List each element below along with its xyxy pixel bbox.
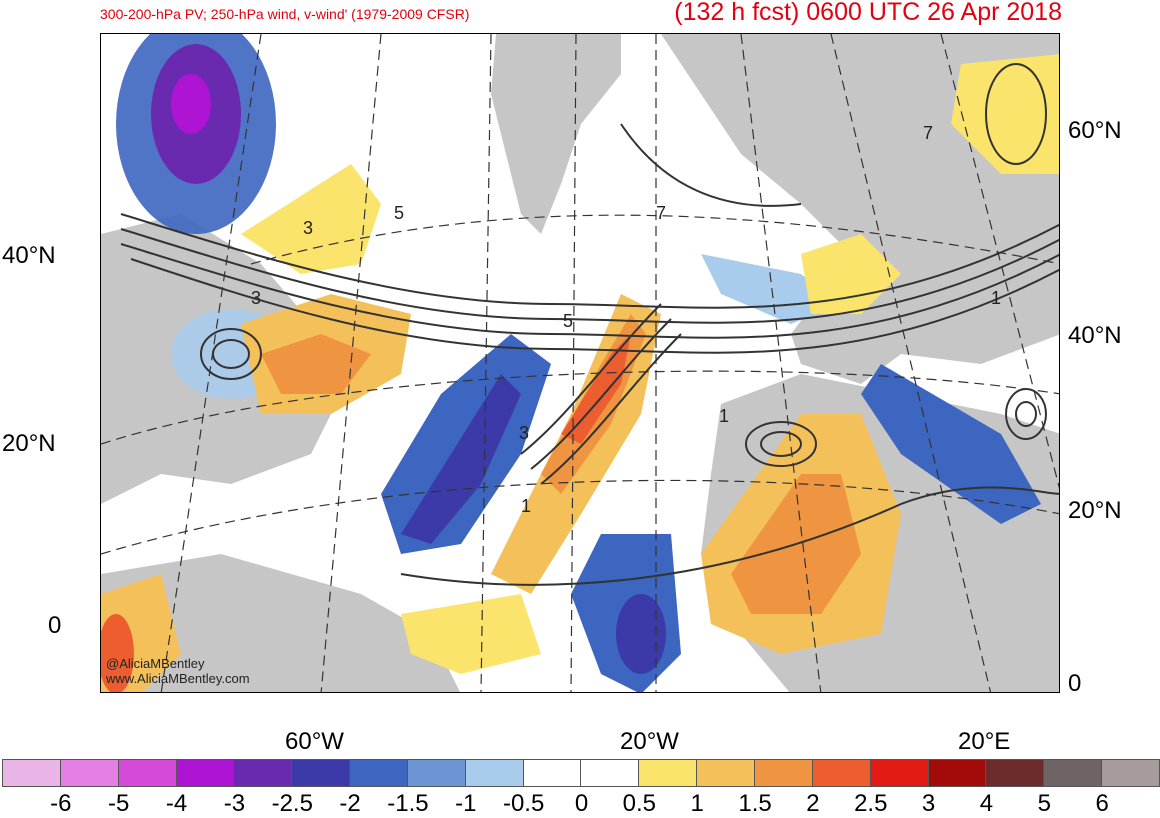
colorbar-tick-label: 0 bbox=[574, 790, 589, 817]
colorbar-tick-label: -6 bbox=[50, 790, 72, 817]
colorbar-tick-label: -0.5 bbox=[502, 790, 545, 817]
contour-label: 1 bbox=[521, 496, 531, 516]
colorbar-swatch bbox=[985, 759, 1045, 787]
colorbar-swatch bbox=[811, 759, 871, 787]
graticule bbox=[101, 34, 1059, 692]
colorbar-tick-label: -4 bbox=[165, 790, 188, 817]
colorbar-swatch bbox=[696, 759, 755, 787]
colorbar-swatch bbox=[59, 759, 119, 787]
contour-label: 5 bbox=[563, 311, 573, 331]
colorbar-tick-label: -3 bbox=[223, 790, 246, 817]
pv-anomaly-positive bbox=[951, 54, 1059, 174]
pv-anomaly-positive bbox=[401, 594, 541, 674]
lat-label-left: 0 bbox=[48, 612, 62, 639]
colorbar-swatch bbox=[753, 759, 813, 787]
lon-label: 60°W bbox=[285, 728, 344, 755]
colorbar-tick-label: -2.5 bbox=[271, 790, 313, 817]
pv-anomaly-negative bbox=[401, 374, 521, 544]
colorbar-tick-label: 3 bbox=[921, 790, 936, 817]
colorbar-swatch bbox=[580, 759, 640, 787]
colorbar-swatch bbox=[869, 759, 929, 787]
colorbar-swatch bbox=[175, 759, 235, 787]
lon-label: 20°E bbox=[958, 728, 1011, 755]
colorbar-tick-label: -1.5 bbox=[387, 790, 429, 817]
isotach-contours bbox=[120, 63, 1059, 586]
colorbar-swatch bbox=[1101, 759, 1160, 787]
lat-label-right: 20°N bbox=[1068, 497, 1122, 524]
colorbar-swatch bbox=[1043, 759, 1103, 787]
lon-label: 20°W bbox=[620, 728, 679, 755]
lat-label-right: 60°N bbox=[1068, 117, 1122, 144]
pv-anomaly-negative bbox=[616, 594, 666, 674]
pv-anomaly-positive bbox=[101, 614, 134, 692]
contour-label: 3 bbox=[519, 423, 529, 443]
contour-label: 5 bbox=[394, 203, 404, 223]
colorbar-swatch bbox=[233, 759, 293, 787]
lat-label-right: 0 bbox=[1068, 670, 1082, 697]
colorbar-tick-label: 2.5 bbox=[854, 790, 888, 817]
colorbar-tick-label: -5 bbox=[108, 790, 130, 817]
colorbar-swatch bbox=[464, 759, 524, 787]
pv-anomaly-positive bbox=[261, 334, 371, 394]
colorbar-tick-label: 6 bbox=[1095, 790, 1109, 817]
contour-label: 1 bbox=[719, 406, 729, 426]
colorbar-tick-label: 0.5 bbox=[622, 790, 657, 817]
colorbar-tick-label: -1 bbox=[455, 790, 477, 817]
colorbar-swatch bbox=[291, 759, 351, 787]
pv-anomaly-positive bbox=[801, 234, 901, 314]
map-graphic: 3 3 5 7 5 3 1 1 1 7 bbox=[101, 34, 1059, 692]
colorbar bbox=[2, 759, 1160, 787]
greenland-land bbox=[491, 34, 621, 234]
pv-anomaly-positive bbox=[241, 164, 381, 274]
colorbar-swatch bbox=[927, 759, 987, 787]
colorbar-tick-label: 4 bbox=[979, 790, 994, 817]
colorbar-swatch bbox=[406, 759, 466, 787]
pv-anomaly-negative bbox=[171, 74, 211, 134]
lat-label-right: 40°N bbox=[1068, 322, 1122, 349]
chart-subtitle: 300-200-hPa PV; 250-hPa wind, v-wind' (1… bbox=[100, 6, 470, 22]
colorbar-swatch bbox=[522, 759, 582, 787]
forecast-time-title: (132 h fcst) 0600 UTC 26 Apr 2018 bbox=[674, 0, 1062, 26]
pv-anomaly-negative bbox=[861, 364, 1041, 524]
contour-label: 7 bbox=[923, 123, 933, 143]
contour-label: 1 bbox=[991, 288, 1001, 308]
contour-label: 3 bbox=[251, 288, 261, 308]
colorbar-labels: -6 -5 -4 -3 -2.5 -2 -1.5 -1 -0.5 0 0.5 1 1.5 2 2.5 3 4 5 6 bbox=[0, 790, 1160, 818]
colorbar-swatch bbox=[2, 759, 61, 787]
colorbar-tick-label: 5 bbox=[1037, 790, 1051, 817]
pv-anomaly-positive bbox=[561, 334, 631, 444]
pv-anomaly-negative bbox=[701, 254, 841, 324]
colorbar-swatch bbox=[349, 759, 408, 787]
credit-url: www.AliciaMBentley.com bbox=[106, 671, 250, 686]
lat-label-left: 40°N bbox=[2, 242, 56, 269]
contour-label: 3 bbox=[303, 218, 313, 238]
lat-label-left: 20°N bbox=[2, 430, 56, 457]
colorbar-tick-label: 1.5 bbox=[738, 790, 772, 817]
colorbar-swatch bbox=[638, 759, 698, 787]
map-panel: 3 3 5 7 5 3 1 1 1 7 @AliciaMBentley www.… bbox=[100, 33, 1060, 693]
credit-handle: @AliciaMBentley bbox=[106, 656, 205, 671]
credit-text: @AliciaMBentley www.AliciaMBentley.com bbox=[106, 656, 250, 686]
colorbar-tick-label: 2 bbox=[806, 790, 820, 817]
contour-label: 7 bbox=[656, 203, 666, 223]
colorbar-tick-label: 1 bbox=[690, 790, 704, 817]
colorbar-tick-label: -2 bbox=[339, 790, 361, 817]
south-america-land bbox=[101, 554, 460, 692]
colorbar-swatch bbox=[117, 759, 177, 787]
